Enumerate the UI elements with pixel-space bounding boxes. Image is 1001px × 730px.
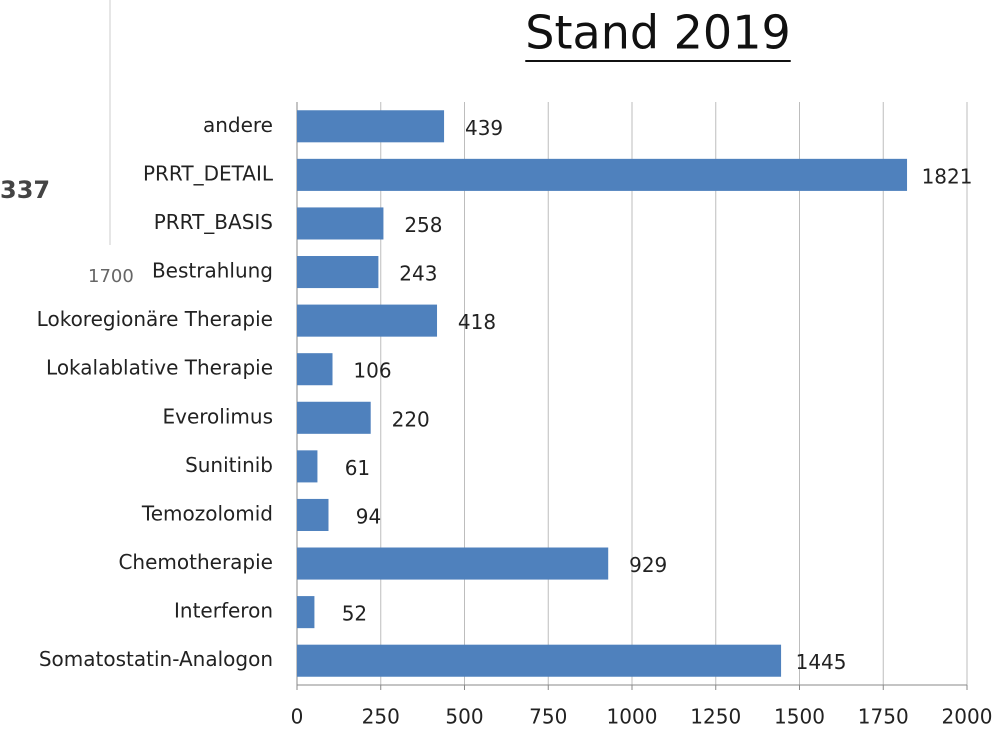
data-label: 258 (404, 213, 442, 237)
y-tick-label: Interferon (174, 599, 273, 623)
data-label: 106 (353, 359, 391, 383)
data-label: 929 (629, 553, 667, 577)
data-label: 94 (356, 504, 381, 528)
bar (297, 353, 333, 386)
x-tick-label: 1250 (690, 705, 741, 729)
bar (297, 498, 329, 531)
x-tick-label: 750 (529, 705, 567, 729)
bar (297, 207, 384, 240)
data-label: 52 (342, 602, 367, 626)
bar (297, 110, 445, 143)
y-tick-label: Lokalablative Therapie (46, 356, 273, 380)
x-tick-label: 1750 (858, 705, 909, 729)
data-label: 220 (392, 407, 430, 431)
y-tick-label: Somatostatin-Analogon (39, 647, 273, 671)
y-tick-label: Temozolomid (141, 501, 273, 525)
x-tick-label: 500 (445, 705, 483, 729)
y-tick-label: Sunitinib (185, 453, 273, 477)
data-label: 418 (458, 310, 496, 334)
data-label: 439 (465, 116, 503, 140)
y-tick-label: Lokoregionäre Therapie (37, 307, 273, 331)
y-tick-label: PRRT_DETAIL (143, 161, 274, 185)
bar (297, 256, 379, 289)
data-label: 1821 (922, 164, 973, 188)
bar (297, 596, 315, 629)
y-tick-label: Everolimus (163, 404, 274, 428)
bar (297, 401, 371, 434)
bar (297, 158, 908, 191)
x-tick-label: 0 (291, 705, 304, 729)
y-tick-label: Chemotherapie (118, 550, 273, 574)
x-tick-label: 2000 (942, 705, 993, 729)
bar (297, 450, 318, 483)
annotation: 1700 (88, 266, 134, 287)
data-label: 1445 (796, 650, 847, 674)
data-label: 243 (399, 262, 437, 286)
bar (297, 304, 438, 337)
y-tick-label: PRRT_BASIS (154, 210, 273, 234)
bar (297, 547, 609, 580)
y-tick-label: andere (203, 113, 273, 137)
x-tick-label: 1000 (607, 705, 658, 729)
x-tick-label: 250 (362, 705, 400, 729)
annotation: 337 (0, 176, 50, 204)
y-tick-label: Bestrahlung (152, 259, 273, 283)
data-label: 61 (345, 456, 370, 480)
x-tick-label: 1500 (774, 705, 825, 729)
chart-title: Stand 2019 (525, 6, 790, 60)
bar (297, 644, 782, 677)
